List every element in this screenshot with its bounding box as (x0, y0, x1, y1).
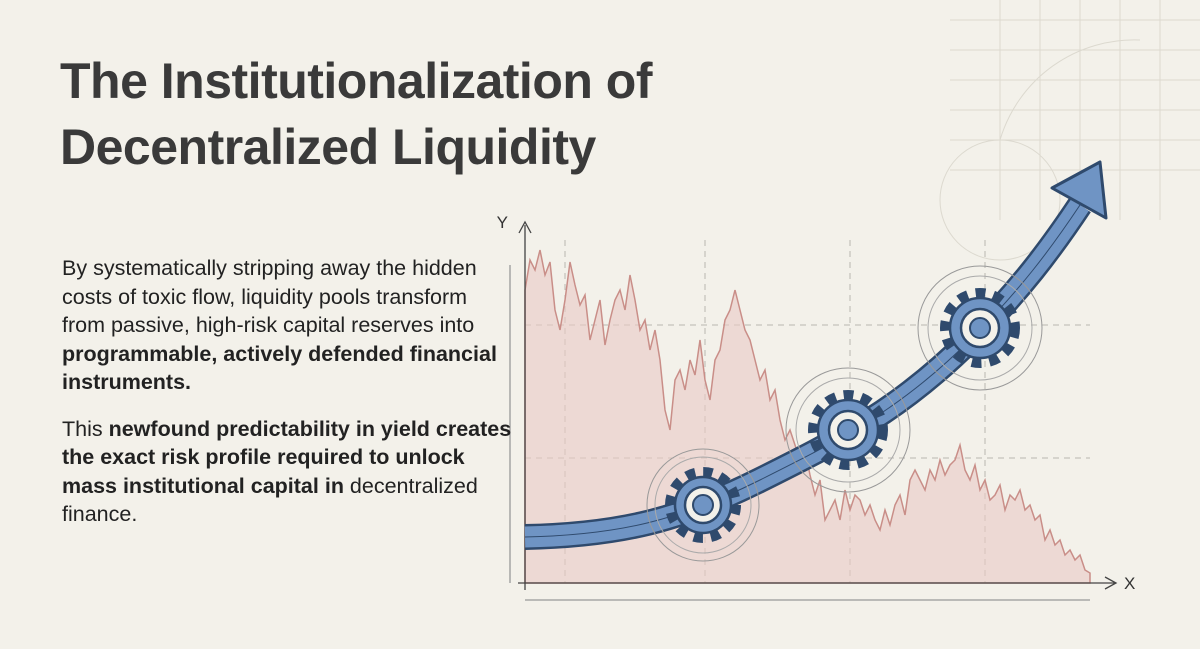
emphasis-text: programmable, actively defended financia… (62, 341, 497, 395)
gears (646, 265, 1043, 562)
x-axis-label: X (1124, 574, 1135, 593)
text-run: This (62, 416, 109, 441)
title: The Institutionalization of Decentralize… (60, 53, 653, 175)
text-run: By systematically stripping away the hid… (62, 256, 477, 337)
background-grid (939, 0, 1200, 261)
paragraph: By systematically stripping away the hid… (62, 254, 514, 397)
y-axis-label: Y (497, 213, 508, 232)
text-run: decentralized finance. (62, 473, 478, 527)
body-text: By systematically stripping away the hid… (62, 254, 514, 547)
emphasis-text: newfound predictability in yield creates… (62, 416, 512, 498)
paragraph: This newfound predictability in yield cr… (62, 415, 514, 529)
